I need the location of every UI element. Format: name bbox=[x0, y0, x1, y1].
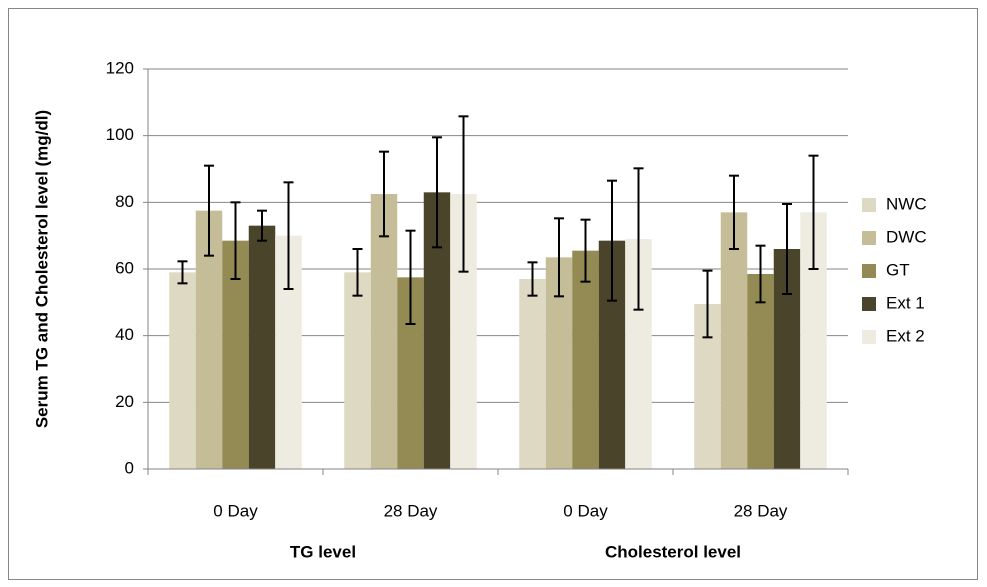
error-bar bbox=[702, 269, 713, 339]
group-label: TG level bbox=[290, 542, 356, 561]
y-tick-label: 0 bbox=[125, 458, 134, 477]
error-bar bbox=[379, 150, 389, 238]
y-axis-label: Serum TG and Cholesterol level (mg/dl) bbox=[32, 110, 51, 428]
error-bar bbox=[177, 260, 188, 285]
group-label: Cholesterol level bbox=[605, 542, 741, 561]
y-tick-label: 60 bbox=[115, 258, 134, 277]
legend-label: Ext 2 bbox=[886, 326, 925, 345]
error-bar bbox=[729, 174, 739, 250]
legend-swatch bbox=[862, 198, 876, 212]
bar bbox=[370, 194, 398, 469]
error-bar bbox=[607, 179, 617, 302]
error-bar bbox=[458, 115, 469, 273]
bar bbox=[519, 279, 546, 469]
legend-swatch bbox=[862, 231, 876, 245]
bar bbox=[344, 272, 371, 469]
error-bar bbox=[554, 217, 564, 298]
error-bar bbox=[352, 248, 363, 297]
error-bar bbox=[432, 136, 442, 249]
bar bbox=[248, 225, 276, 469]
legend-swatch bbox=[862, 297, 876, 311]
bar bbox=[720, 212, 748, 470]
y-tick-label: 100 bbox=[106, 125, 134, 144]
legend-label: NWC bbox=[886, 194, 927, 213]
legend-label: Ext 1 bbox=[886, 293, 925, 312]
error-bar bbox=[580, 218, 591, 283]
legend-swatch bbox=[862, 330, 876, 344]
legend-swatch bbox=[862, 264, 876, 278]
x-tick-label: 28 Day bbox=[384, 501, 438, 520]
error-bar bbox=[283, 181, 294, 290]
error-bar bbox=[755, 244, 766, 304]
error-bar bbox=[405, 229, 416, 325]
x-tick-label: 0 Day bbox=[213, 501, 258, 520]
error-bar bbox=[230, 201, 241, 280]
error-bar bbox=[527, 261, 538, 297]
y-tick-label: 80 bbox=[115, 192, 134, 211]
error-bar bbox=[633, 167, 644, 311]
chart-border bbox=[8, 8, 978, 580]
legend-label: DWC bbox=[886, 227, 927, 246]
error-bar bbox=[782, 203, 792, 295]
y-tick-label: 20 bbox=[115, 392, 134, 411]
error-bar bbox=[204, 164, 214, 257]
y-tick-label: 120 bbox=[106, 58, 134, 77]
bar bbox=[169, 272, 196, 469]
bar bbox=[572, 250, 599, 469]
error-bar bbox=[257, 209, 267, 242]
x-tick-label: 28 Day bbox=[734, 501, 788, 520]
legend-label: GT bbox=[886, 260, 910, 279]
x-tick-label: 0 Day bbox=[563, 501, 608, 520]
bar bbox=[747, 274, 774, 469]
error-bar bbox=[808, 154, 819, 270]
y-tick-label: 40 bbox=[115, 325, 134, 344]
